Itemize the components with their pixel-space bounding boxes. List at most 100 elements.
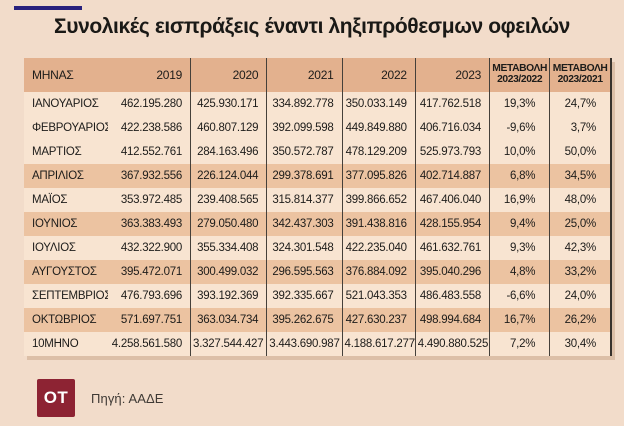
value-cell: 24,7% [549,92,610,116]
value-cell: 16,9% [489,188,550,212]
value-cell: -9,6% [489,116,550,140]
table-row-10μηνο: 10ΜΗΝΟ 4.258.561.580 3.327.544.427 3.443.69… [24,332,610,356]
footer: OT Πηγή: ΑΑΔΕ [37,379,164,417]
value-cell: 279.050.480 [190,212,267,236]
value-cell: 350.572.787 [266,140,343,164]
value-cell: 296.595.563 [266,260,343,284]
value-cell: 467.406.040 [414,188,490,212]
month-cell: ΜΑΡΤΙΟΣ [24,140,109,164]
value-cell: 363.034.734 [190,308,267,332]
page-title: Συνολικές εισπράξεις έναντι ληξιπρόθεσμω… [54,15,570,38]
table-row-φεβρουαριος: ΦΕΒΡΟΥΑΡΙΟΣ 422.238.586 460.807.129 392.099… [24,116,610,140]
value-cell: 391.438.816 [341,212,416,236]
value-cell: 239.408.565 [190,188,267,212]
value-cell: 428.155.954 [414,212,490,236]
table-row-ιουλιος: ΙΟΥΛΙΟΣ 432.322.900 355.334.408 324.301.548… [24,236,610,260]
value-cell: 4,8% [489,260,550,284]
value-cell: 395.472.071 [108,260,191,284]
value-cell: 7,2% [489,332,550,356]
month-cell: ΙΟΥΝΙΟΣ [24,212,109,236]
value-cell: 10,0% [489,140,550,164]
value-cell: 363.383.493 [108,212,191,236]
value-cell: 4.258.561.580 [108,332,191,356]
value-cell: 342.437.303 [266,212,343,236]
table-row-ιανουαριος: ΙΑΝΟΥΑΡΙΟΣ 462.195.280 425.930.171 334.892.… [24,92,610,116]
value-cell: 525.973.793 [414,140,490,164]
table-header-row: ΜΗΝΑΣ 2019 2020 2021 2022 2023 ΜΕΤΑΒΟΛΗ 2023/2… [24,58,610,92]
accent-line [14,6,82,10]
value-cell: 462.195.280 [108,92,191,116]
value-cell: 395.262.675 [266,308,343,332]
value-cell: 399.866.652 [341,188,416,212]
value-cell: 422.238.586 [108,116,191,140]
value-cell: 334.892.778 [266,92,343,116]
column-header-4: 2022 [341,58,416,92]
collections-table-container: ΜΗΝΑΣ 2019 2020 2021 2022 2023 ΜΕΤΑΒΟΛΗ 2023/2… [24,58,612,356]
value-cell: 299.378.691 [266,164,343,188]
table-row-μαρτιος: ΜΑΡΤΙΟΣ 412.552.761 284.163.496 350.572.787… [24,140,610,164]
value-cell: 486.483.558 [414,284,490,308]
value-cell: 6,8% [489,164,550,188]
month-cell: ΙΟΥΛΙΟΣ [24,236,109,260]
value-cell: 4.490.880.525 [414,332,490,356]
column-header-6: ΜΕΤΑΒΟΛΗ 2023/2022 [489,58,550,92]
collections-table: ΜΗΝΑΣ 2019 2020 2021 2022 2023 ΜΕΤΑΒΟΛΗ 2023/2… [24,58,610,356]
column-header-1: 2019 [108,58,191,92]
value-cell: 476.793.696 [108,284,191,308]
table-header: ΜΗΝΑΣ 2019 2020 2021 2022 2023 ΜΕΤΑΒΟΛΗ 2023/2… [24,58,610,92]
ot-logo: OT [37,379,75,417]
value-cell: 19,3% [489,92,550,116]
table-row-ιουνιος: ΙΟΥΝΙΟΣ 363.383.493 279.050.480 342.437.303… [24,212,610,236]
value-cell: 33,2% [549,260,610,284]
value-cell: -6,6% [489,284,550,308]
value-cell: 571.697.751 [108,308,191,332]
value-cell: 24,0% [549,284,610,308]
value-cell: 376.884.092 [341,260,416,284]
table-row-μαϊος: ΜΑΪΟΣ 353.972.485 239.408.565 315.814.377 39… [24,188,610,212]
value-cell: 417.762.518 [414,92,490,116]
value-cell: 4.188.617.277 [341,332,416,356]
table-body: ΙΑΝΟΥΑΡΙΟΣ 462.195.280 425.930.171 334.892.… [24,92,610,356]
table-row-αυγουστος: ΑΥΓΟΥΣΤΟΣ 395.472.071 300.499.032 296.595.5… [24,260,610,284]
month-cell: ΑΥΓΟΥΣΤΟΣ [24,260,109,284]
value-cell: 521.043.353 [341,284,416,308]
value-cell: 3,7% [549,116,610,140]
value-cell: 461.632.761 [414,236,490,260]
value-cell: 300.499.032 [190,260,267,284]
value-cell: 3.443.690.987 [266,332,343,356]
column-header-2: 2020 [190,58,267,92]
value-cell: 425.930.171 [190,92,267,116]
value-cell: 226.124.044 [190,164,267,188]
value-cell: 460.807.129 [190,116,267,140]
source-label: Πηγή: ΑΑΔΕ [91,390,164,406]
month-cell: ΣΕΠΤΕΜΒΡΙΟΣ [24,284,109,308]
value-cell: 50,0% [549,140,610,164]
value-cell: 392.335.667 [266,284,343,308]
table-row-απριλιος: ΑΠΡΙΛΙΟΣ 367.932.556 226.124.044 299.378.69… [24,164,610,188]
value-cell: 498.994.684 [414,308,490,332]
value-cell: 478.129.209 [341,140,416,164]
column-header-3: 2021 [266,58,343,92]
table-row-οκτωβριος: ΟΚΤΩΒΡΙΟΣ 571.697.751 363.034.734 395.262.6… [24,308,610,332]
value-cell: 377.095.826 [341,164,416,188]
value-cell: 412.552.761 [108,140,191,164]
value-cell: 355.334.408 [190,236,267,260]
value-cell: 30,4% [549,332,610,356]
value-cell: 392.099.598 [266,116,343,140]
value-cell: 324.301.548 [266,236,343,260]
column-header-7: ΜΕΤΑΒΟΛΗ 2023/2021 [549,58,610,92]
value-cell: 353.972.485 [108,188,191,212]
month-cell: ΑΠΡΙΛΙΟΣ [24,164,109,188]
value-cell: 422.235.040 [341,236,416,260]
value-cell: 284.163.496 [190,140,267,164]
value-cell: 393.192.369 [190,284,267,308]
value-cell: 48,0% [549,188,610,212]
value-cell: 350.033.149 [341,92,416,116]
value-cell: 427.630.237 [341,308,416,332]
value-cell: 3.327.544.427 [190,332,267,356]
month-cell: ΜΑΪΟΣ [24,188,109,212]
month-cell: ΟΚΤΩΒΡΙΟΣ [24,308,109,332]
column-header-5: 2023 [414,58,490,92]
value-cell: 26,2% [549,308,610,332]
